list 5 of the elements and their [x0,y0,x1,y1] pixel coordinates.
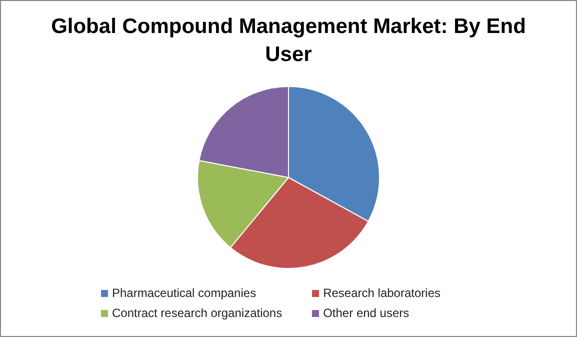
legend-label: Other end users [322,306,410,320]
legend-label: Research laboratories [322,286,440,300]
legend-label: Pharmaceutical companies [111,286,258,300]
legend-label: Contract research organizations [111,306,282,320]
chart-title: Global Compound Management Market: By End User [50,14,527,68]
